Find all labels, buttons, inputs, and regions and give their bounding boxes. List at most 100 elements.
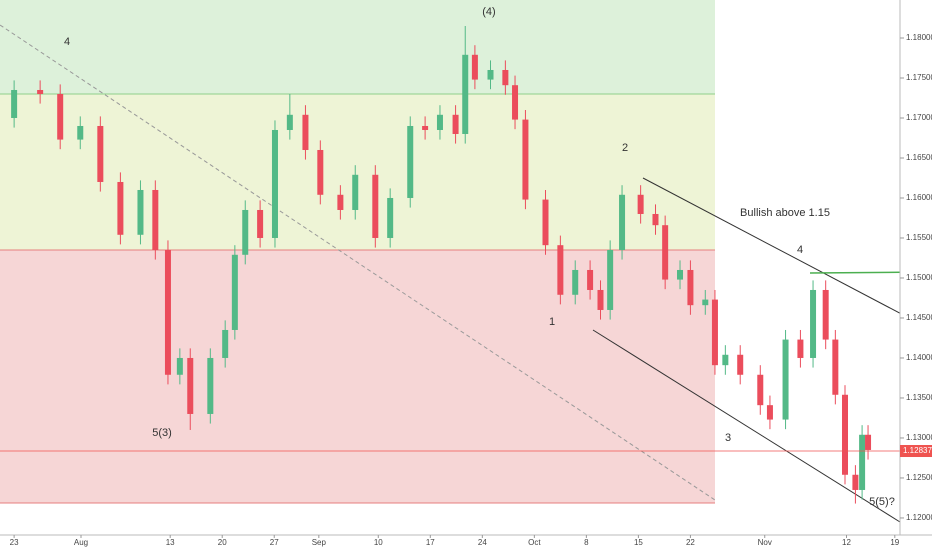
candle-body [711, 299, 718, 366]
x-tick-label: Nov [758, 538, 772, 547]
candle-body [557, 245, 564, 295]
annotation: 5(5)? [869, 496, 895, 508]
candle-body [302, 114, 309, 150]
candle-body [607, 249, 614, 310]
zone-green [0, 0, 715, 94]
y-tick-label: 1.14000 [906, 353, 932, 362]
candle-body [822, 289, 829, 340]
annotation: 4 [64, 36, 70, 48]
candle-body [352, 174, 359, 210]
candle-body [11, 89, 18, 118]
y-tick-label: 1.18000 [906, 33, 932, 42]
y-tick-label: 1.14500 [906, 313, 932, 322]
last-price-label: 1.12837 [903, 446, 932, 455]
candle-body [757, 374, 764, 406]
annotation: (4) [482, 6, 495, 18]
candle-body [597, 289, 604, 310]
annotation: 4 [797, 244, 803, 256]
x-tick-label: 19 [890, 538, 899, 547]
x-tick-label: 23 [10, 538, 19, 547]
candle-body [176, 357, 183, 375]
candle-body [522, 119, 529, 200]
candle-body [852, 474, 859, 490]
candle-body [702, 299, 709, 306]
candle-body [587, 269, 594, 290]
channel-line [642, 177, 929, 329]
candle-body [619, 194, 626, 250]
annotation: 1 [549, 316, 555, 328]
candle-body [832, 339, 839, 395]
candle-body [137, 189, 144, 235]
candle-body [512, 85, 519, 120]
candle-body [677, 269, 684, 280]
y-tick-label: 1.17500 [906, 73, 932, 82]
candle-body [164, 249, 171, 375]
candle-body [231, 254, 238, 330]
candle-body [637, 194, 644, 214]
x-tick-label: 17 [426, 538, 435, 547]
channel-line [592, 329, 901, 523]
candle-body [810, 289, 817, 358]
candle-body [766, 405, 773, 420]
candle-body [865, 434, 872, 450]
x-tick-label: Sep [312, 538, 327, 547]
candle-body [77, 125, 84, 140]
annotation: 5(3) [152, 427, 172, 439]
annotation: Bullish above 1.15 [740, 207, 830, 219]
plot [0, 25, 900, 504]
candle-body [271, 129, 278, 238]
y-tick-label: 1.16000 [906, 193, 932, 202]
candle-body [722, 354, 729, 366]
candle-body [57, 93, 64, 140]
x-tick-label: 13 [166, 538, 175, 547]
candle-body [652, 213, 659, 226]
x-tick-label: 22 [686, 538, 695, 547]
y-tick-label: 1.16500 [906, 153, 932, 162]
candle-body [662, 225, 669, 280]
candle-body [452, 114, 459, 134]
candle-body [842, 394, 849, 475]
candle-body [387, 197, 394, 238]
x-tick-label: Aug [74, 538, 88, 547]
last-price-tag [900, 445, 932, 458]
x-tick-label: 10 [374, 538, 383, 547]
candle-body [207, 357, 214, 414]
x-tick-label: 27 [270, 538, 279, 547]
zone-yellow [0, 94, 715, 250]
candle-body [407, 125, 414, 198]
y-tick-label: 1.12000 [906, 513, 932, 522]
candle-body [797, 339, 804, 358]
candle-body [687, 269, 694, 306]
candle-body [487, 69, 494, 80]
annotation: 2 [622, 142, 628, 154]
annotation: 3 [725, 432, 731, 444]
candle-body [859, 434, 866, 490]
candle-body [782, 339, 789, 420]
y-tick-label: 1.13500 [906, 393, 932, 402]
trend-line [0, 24, 716, 501]
candle-body [187, 357, 194, 414]
candle-body [542, 199, 549, 246]
candle-body [436, 114, 443, 130]
candle-body [422, 125, 429, 130]
candle-body [222, 329, 229, 358]
candle-body [502, 69, 509, 86]
x-tick-label: Oct [528, 538, 541, 547]
candle-body [737, 354, 744, 375]
candle-body [337, 194, 344, 210]
y-tick-label: 1.15000 [906, 273, 932, 282]
candle-body [152, 189, 159, 250]
x-tick-label: 8 [584, 538, 589, 547]
zone-red [0, 250, 715, 503]
y-tick-label: 1.17000 [906, 113, 932, 122]
overlay: 1.12000 1.12500 1.13000 1.13500 1.14000 1.145… [10, 6, 932, 547]
y-tick-label: 1.15500 [906, 233, 932, 242]
candle-body [462, 54, 469, 134]
candle-body [37, 89, 44, 94]
y-tick-label: 1.13000 [906, 433, 932, 442]
candle-body [257, 209, 264, 238]
x-tick-label: 15 [634, 538, 643, 547]
candle-body [286, 114, 293, 130]
